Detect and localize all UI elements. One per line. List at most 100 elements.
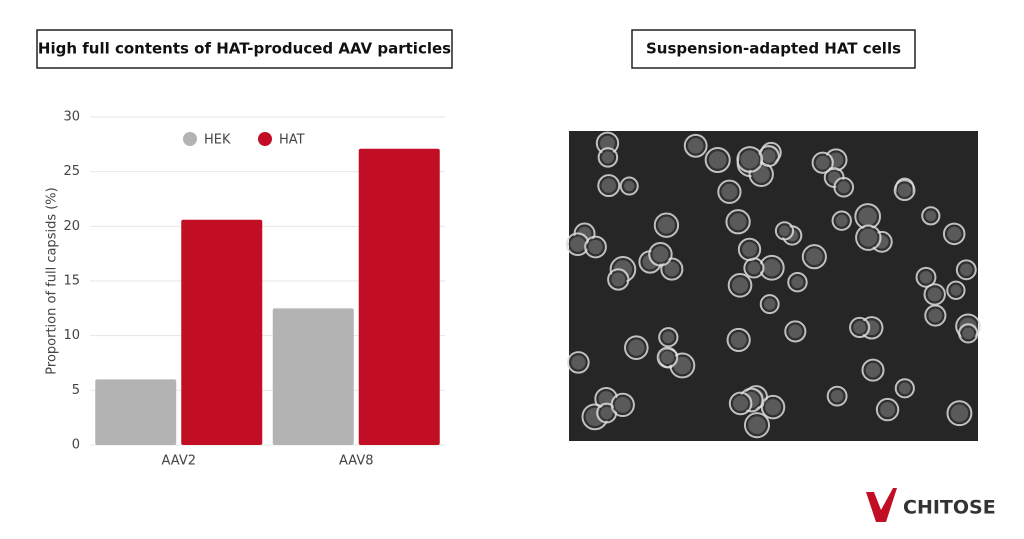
cell-halo bbox=[811, 151, 834, 174]
cell bbox=[790, 274, 805, 290]
cell bbox=[746, 414, 768, 436]
cell-halo bbox=[826, 385, 848, 407]
cell bbox=[777, 224, 792, 238]
cell-halo bbox=[893, 179, 916, 202]
cell-halo bbox=[946, 280, 966, 300]
cell-halo bbox=[584, 235, 607, 259]
cell-halo bbox=[624, 335, 649, 360]
cell-halo bbox=[717, 179, 742, 204]
cell-halo bbox=[725, 209, 751, 235]
cell bbox=[731, 394, 750, 413]
y-tick-label: 20 bbox=[63, 219, 80, 234]
cell bbox=[834, 213, 850, 229]
legend-label: HEK bbox=[204, 133, 231, 148]
x-tick-label: AAV2 bbox=[162, 454, 196, 469]
y-tick-label: 30 bbox=[63, 110, 80, 125]
cell-halo bbox=[831, 210, 852, 231]
cell-halo bbox=[658, 327, 679, 348]
cell bbox=[829, 388, 845, 404]
logo-text: CHITOSE bbox=[903, 497, 996, 519]
cell bbox=[918, 269, 934, 285]
cell bbox=[650, 244, 670, 264]
cell-halo bbox=[683, 133, 708, 158]
cell-halo bbox=[727, 272, 753, 298]
cell bbox=[659, 349, 676, 366]
cell bbox=[804, 246, 825, 267]
cell-halo bbox=[743, 412, 771, 439]
cell bbox=[857, 205, 879, 228]
cell-halo bbox=[597, 174, 621, 198]
cell-halo bbox=[728, 391, 753, 416]
cell bbox=[763, 397, 783, 417]
image-title-box bbox=[631, 29, 916, 69]
cell bbox=[728, 211, 748, 232]
microscopy-image bbox=[565, 131, 981, 441]
cell-halo bbox=[955, 259, 977, 281]
cell bbox=[760, 147, 778, 165]
cell bbox=[949, 283, 963, 298]
cell bbox=[663, 260, 681, 278]
cell-halo bbox=[653, 212, 680, 238]
cell bbox=[720, 182, 739, 202]
cell bbox=[786, 323, 804, 340]
cell-halo bbox=[784, 320, 807, 343]
bar bbox=[358, 148, 440, 445]
cell bbox=[568, 235, 587, 254]
cell-halo bbox=[648, 242, 673, 267]
bar bbox=[272, 308, 354, 445]
cell-halo bbox=[921, 206, 941, 226]
cell bbox=[960, 325, 976, 341]
cell bbox=[878, 400, 897, 419]
cell bbox=[851, 319, 868, 336]
cell bbox=[762, 296, 777, 312]
chart-title: High full contents of HAT-produced AAV p… bbox=[38, 40, 451, 58]
cell bbox=[927, 307, 944, 324]
logo-mark bbox=[866, 488, 897, 522]
cell-halo bbox=[726, 327, 751, 353]
cell-halo bbox=[958, 323, 979, 344]
cell-halo bbox=[736, 146, 764, 173]
cell bbox=[740, 240, 759, 259]
cell bbox=[598, 405, 615, 421]
cell bbox=[609, 271, 627, 288]
cell bbox=[600, 149, 616, 165]
y-tick-label: 10 bbox=[63, 328, 80, 343]
cell-halo bbox=[737, 237, 762, 262]
cell-halo bbox=[946, 400, 973, 427]
cell-halo bbox=[656, 346, 679, 369]
cell bbox=[600, 176, 618, 195]
cell-halo bbox=[619, 176, 639, 196]
cell bbox=[945, 225, 963, 243]
cell bbox=[622, 179, 637, 193]
cell bbox=[569, 353, 587, 371]
cell bbox=[656, 215, 677, 236]
y-tick-label: 25 bbox=[63, 164, 80, 179]
cell bbox=[730, 275, 750, 295]
cell-halo bbox=[861, 358, 885, 382]
cell-halo bbox=[855, 224, 882, 251]
cell-halo bbox=[597, 147, 619, 168]
cell-halo bbox=[759, 294, 780, 315]
cell-halo bbox=[704, 146, 731, 174]
cell bbox=[836, 179, 852, 195]
legend-swatch bbox=[258, 132, 272, 146]
y-tick-label: 5 bbox=[72, 383, 80, 398]
cell-halo bbox=[875, 397, 900, 422]
y-tick-label: 15 bbox=[63, 274, 80, 289]
cell bbox=[897, 380, 913, 396]
cell bbox=[958, 262, 974, 278]
legend-swatch bbox=[183, 132, 197, 146]
cell bbox=[686, 136, 705, 155]
cell-halo bbox=[894, 378, 915, 399]
cell-halo bbox=[760, 394, 786, 420]
cell-halo bbox=[774, 221, 795, 241]
x-tick-label: AAV8 bbox=[339, 454, 373, 469]
cell-halo bbox=[669, 352, 696, 379]
chart-title-box bbox=[36, 29, 453, 69]
cell bbox=[814, 154, 832, 172]
image-title: Suspension-adapted HAT cells bbox=[646, 40, 901, 58]
cell bbox=[926, 285, 944, 303]
cell-halo bbox=[849, 316, 871, 339]
cell bbox=[707, 149, 728, 171]
